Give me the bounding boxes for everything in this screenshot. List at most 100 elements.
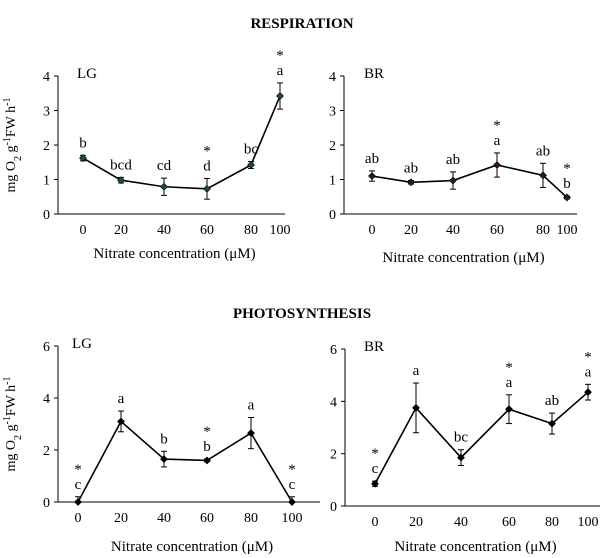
significance-letter: b <box>563 176 571 192</box>
x-tick-label: 20 <box>404 223 418 238</box>
y-axis-label-part: -1 <box>2 137 13 145</box>
y-tick-label: 3 <box>43 105 50 120</box>
x-tick-label: 100 <box>557 223 578 238</box>
section-title-respiration: RESPIRATION <box>250 16 353 32</box>
y-axis-label-part: -1 <box>2 98 13 106</box>
significance-letter: ab <box>404 161 418 177</box>
y-tick-label: 6 <box>43 340 50 355</box>
data-point <box>407 178 415 187</box>
y-tick-label: 0 <box>329 208 336 223</box>
x-axis-label: Nitrate concentration (μM) <box>111 539 273 555</box>
data-point <box>247 161 255 169</box>
significance-star: * <box>493 118 501 134</box>
y-tick-label: 4 <box>43 392 50 407</box>
y-axis-label-part: -1 <box>2 416 13 424</box>
x-tick-label: 0 <box>369 223 376 238</box>
significance-star: * <box>74 462 82 478</box>
significance-letter: c <box>289 477 296 493</box>
data-point <box>457 453 465 462</box>
significance-star: * <box>505 360 513 376</box>
significance-letter: b <box>203 439 211 455</box>
data-point <box>160 182 168 191</box>
x-tick-label: 100 <box>282 511 303 526</box>
significance-star: * <box>584 349 592 365</box>
significance-letter: ab <box>446 152 460 168</box>
data-point <box>247 429 255 438</box>
significance-letter: bcd <box>110 157 132 173</box>
y-axis-label-part: g <box>4 145 19 156</box>
data-point <box>412 403 420 412</box>
significance-star: * <box>288 462 296 478</box>
y-tick-label: 1 <box>329 174 336 189</box>
x-tick-label: 80 <box>536 223 550 238</box>
y-axis-label-part: FW h <box>4 385 19 416</box>
data-point <box>74 498 82 506</box>
significance-letter: cd <box>157 158 172 174</box>
x-tick-label: 60 <box>200 511 214 526</box>
x-axis-label: Nitrate concentration (μM) <box>93 246 255 262</box>
x-tick-label: 60 <box>200 223 214 238</box>
significance-letter: a <box>506 375 513 391</box>
significance-letter: c <box>372 461 379 477</box>
significance-star: * <box>276 48 284 64</box>
x-tick-label: 60 <box>490 223 504 238</box>
significance-letter: c <box>75 477 82 493</box>
significance-letter: a <box>248 398 255 414</box>
y-axis-label-part: -1 <box>2 377 13 385</box>
x-tick-label: 40 <box>157 511 171 526</box>
y-tick-label: 2 <box>43 444 50 459</box>
data-point <box>449 176 457 185</box>
y-tick-label: 4 <box>330 395 337 410</box>
data-point <box>563 193 571 202</box>
significance-letter: d <box>203 158 211 174</box>
x-tick-label: 80 <box>545 515 559 530</box>
significance-letter: a <box>413 363 420 379</box>
panel-label: LG <box>72 336 92 352</box>
y-tick-label: 0 <box>43 496 50 511</box>
data-point <box>117 417 125 426</box>
significance-letter: b <box>79 135 87 151</box>
y-axis-label: mg O2 g-1FW h-1 <box>2 98 24 193</box>
x-tick-label: 100 <box>270 223 291 238</box>
significance-letter: bc <box>454 430 469 446</box>
y-tick-label: 4 <box>329 70 336 85</box>
panel-label: LG <box>77 66 97 82</box>
significance-letter: ab <box>536 143 550 159</box>
x-tick-label: 100 <box>578 515 599 530</box>
x-tick-label: 40 <box>454 515 468 530</box>
x-tick-label: 0 <box>75 511 82 526</box>
y-tick-label: 3 <box>329 105 336 120</box>
data-point <box>203 184 211 193</box>
x-tick-label: 40 <box>157 223 171 238</box>
significance-letter: b <box>160 431 168 447</box>
significance-letter: a <box>118 391 125 407</box>
data-point <box>539 171 547 180</box>
series-line <box>374 391 589 485</box>
y-axis-label-part: mg O <box>4 440 19 472</box>
panel-label: BR <box>364 339 384 355</box>
data-point <box>368 172 376 180</box>
y-tick-label: 0 <box>43 208 50 223</box>
y-tick-label: 4 <box>43 70 50 85</box>
data-point <box>493 161 501 169</box>
significance-letter: ab <box>545 393 559 409</box>
x-axis-label: Nitrate concentration (μM) <box>394 539 556 555</box>
significance-letter: a <box>585 364 592 380</box>
panel-label: BR <box>364 66 384 82</box>
series-line <box>77 420 293 503</box>
y-tick-label: 2 <box>43 139 50 154</box>
data-point <box>79 154 87 163</box>
significance-letter: ab <box>365 151 379 167</box>
x-tick-label: 20 <box>114 223 128 238</box>
data-point <box>548 419 556 428</box>
y-tick-label: 2 <box>329 139 336 154</box>
section-title-photosynthesis: PHOTOSYNTHESIS <box>233 306 371 322</box>
y-axis-label-part: 2 <box>13 156 24 161</box>
x-tick-label: 60 <box>502 515 516 530</box>
significance-letter: a <box>494 133 501 149</box>
